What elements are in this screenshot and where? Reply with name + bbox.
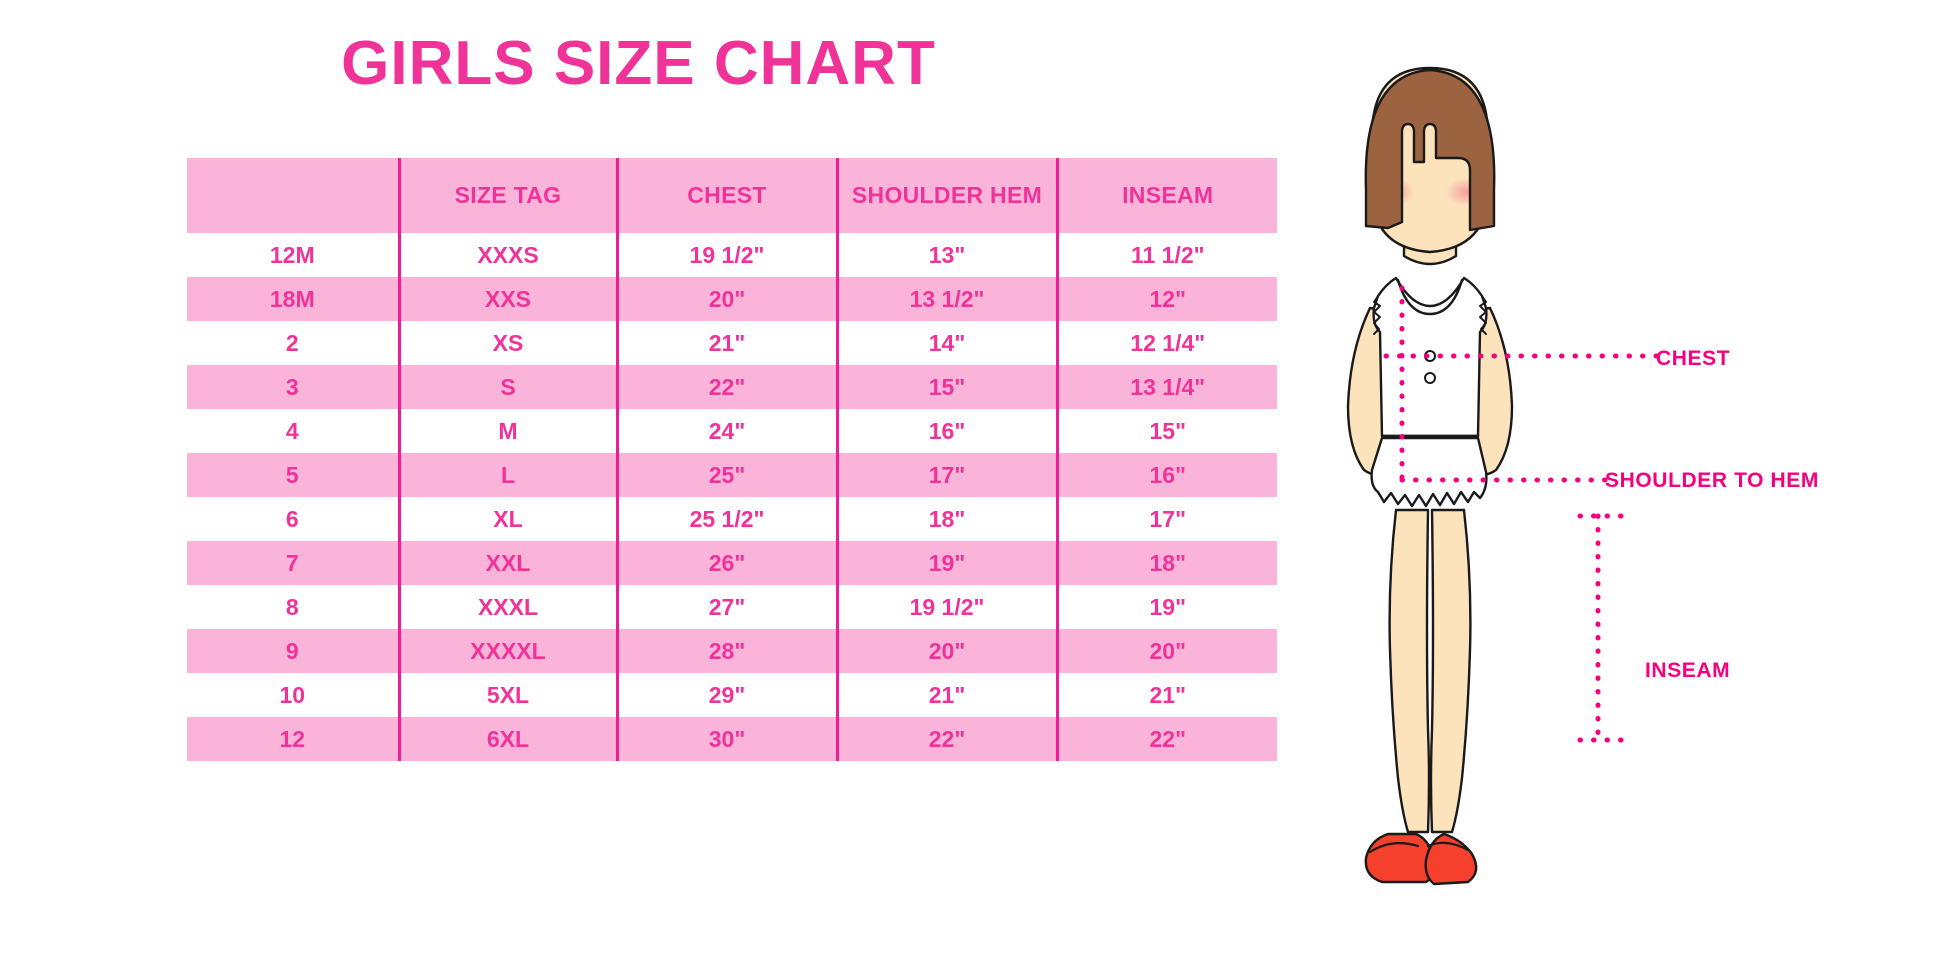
cell-size-tag: XXXS (397, 233, 617, 277)
page-title: GIRLS SIZE CHART (341, 29, 936, 98)
table-header: SIZE TAG CHEST SHOULDER HEM INSEAM (187, 158, 1277, 233)
cell-inseam: 17" (1055, 497, 1277, 541)
cell-shoulder-hem: 15" (835, 365, 1057, 409)
column-header-chest: CHEST (615, 158, 837, 233)
cell-chest: 19 1/2" (615, 233, 837, 277)
cell-inseam: 21" (1055, 673, 1277, 717)
cell-inseam: 20" (1055, 629, 1277, 673)
column-header-shoulder-hem: SHOULDER HEM (835, 158, 1057, 233)
cell-size: 10 (187, 673, 399, 717)
callout-label-inseam: INSEAM (1645, 659, 1731, 682)
size-chart-table-container: SIZE TAG CHEST SHOULDER HEM INSEAM 12M XX… (187, 158, 1277, 761)
cell-size: 2 (187, 321, 399, 365)
cell-inseam: 13 1/4" (1055, 365, 1277, 409)
table-row: 8 XXXL 27" 19 1/2" 19" (187, 585, 1277, 629)
cell-inseam: 16" (1055, 453, 1277, 497)
cell-chest: 22" (615, 365, 837, 409)
cell-size: 12M (187, 233, 399, 277)
cell-size: 5 (187, 453, 399, 497)
cell-chest: 25" (615, 453, 837, 497)
cell-inseam: 19" (1055, 585, 1277, 629)
cell-chest: 21" (615, 321, 837, 365)
cell-shoulder-hem: 19" (835, 541, 1057, 585)
cell-size-tag: XS (397, 321, 617, 365)
girl-figure-icon (1346, 66, 1663, 886)
cell-size-tag: XXXXL (397, 629, 617, 673)
cell-size-tag: 6XL (397, 717, 617, 761)
cell-inseam: 22" (1055, 717, 1277, 761)
cell-inseam: 18" (1055, 541, 1277, 585)
cell-inseam: 12 1/4" (1055, 321, 1277, 365)
cell-size-tag: S (397, 365, 617, 409)
cell-size-tag: 5XL (397, 673, 617, 717)
cell-size: 4 (187, 409, 399, 453)
table-row: 12M XXXS 19 1/2" 13" 11 1/2" (187, 233, 1277, 277)
cell-size-tag: M (397, 409, 617, 453)
table-row: 10 5XL 29" 21" 21" (187, 673, 1277, 717)
column-header-size (187, 158, 399, 233)
cell-size-tag: L (397, 453, 617, 497)
cell-shoulder-hem: 13 1/2" (835, 277, 1057, 321)
callout-label-chest: CHEST (1656, 347, 1731, 370)
cell-size-tag: XXL (397, 541, 617, 585)
cell-chest: 24" (615, 409, 837, 453)
cell-size-tag: XXXL (397, 585, 617, 629)
cell-chest: 29" (615, 673, 837, 717)
cell-inseam: 12" (1055, 277, 1277, 321)
cell-shoulder-hem: 14" (835, 321, 1057, 365)
cell-chest: 20" (615, 277, 837, 321)
callout-label-shoulder-to-hem: SHOULDER TO HEM (1605, 469, 1819, 492)
cell-chest: 30" (615, 717, 837, 761)
cell-size: 7 (187, 541, 399, 585)
cell-shoulder-hem: 22" (835, 717, 1057, 761)
cell-shoulder-hem: 20" (835, 629, 1057, 673)
table-row: 6 XL 25 1/2" 18" 17" (187, 497, 1277, 541)
cell-size: 18M (187, 277, 399, 321)
cell-shoulder-hem: 19 1/2" (835, 585, 1057, 629)
cell-inseam: 11 1/2" (1055, 233, 1277, 277)
cell-chest: 28" (615, 629, 837, 673)
column-header-inseam: INSEAM (1055, 158, 1277, 233)
table-row: 2 XS 21" 14" 12 1/4" (187, 321, 1277, 365)
table-row: 18M XXS 20" 13 1/2" 12" (187, 277, 1277, 321)
table-row: 12 6XL 30" 22" 22" (187, 717, 1277, 761)
cell-shoulder-hem: 13" (835, 233, 1057, 277)
cell-size: 9 (187, 629, 399, 673)
table-body: 12M XXXS 19 1/2" 13" 11 1/2" 18M XXS 20" 13 1/2"… (187, 233, 1277, 761)
cell-shoulder-hem: 21" (835, 673, 1057, 717)
table-row: 5 L 25" 17" 16" (187, 453, 1277, 497)
cell-inseam: 15" (1055, 409, 1277, 453)
cell-chest: 27" (615, 585, 837, 629)
cell-size: 12 (187, 717, 399, 761)
table-row: 4 M 24" 16" 15" (187, 409, 1277, 453)
cell-chest: 26" (615, 541, 837, 585)
girl-figure-illustration (1330, 40, 1730, 920)
cell-chest: 25 1/2" (615, 497, 837, 541)
column-header-size-tag: SIZE TAG (397, 158, 617, 233)
cell-shoulder-hem: 17" (835, 453, 1057, 497)
cell-size-tag: XXS (397, 277, 617, 321)
table-row: 3 S 22" 15" 13 1/4" (187, 365, 1277, 409)
cell-size: 6 (187, 497, 399, 541)
table-header-row: SIZE TAG CHEST SHOULDER HEM INSEAM (187, 158, 1277, 233)
table-row: 9 XXXXL 28" 20" 20" (187, 629, 1277, 673)
cell-size: 3 (187, 365, 399, 409)
cell-shoulder-hem: 18" (835, 497, 1057, 541)
cell-size: 8 (187, 585, 399, 629)
table-row: 7 XXL 26" 19" 18" (187, 541, 1277, 585)
size-chart-table: SIZE TAG CHEST SHOULDER HEM INSEAM 12M XX… (187, 158, 1277, 761)
cell-size-tag: XL (397, 497, 617, 541)
cell-shoulder-hem: 16" (835, 409, 1057, 453)
